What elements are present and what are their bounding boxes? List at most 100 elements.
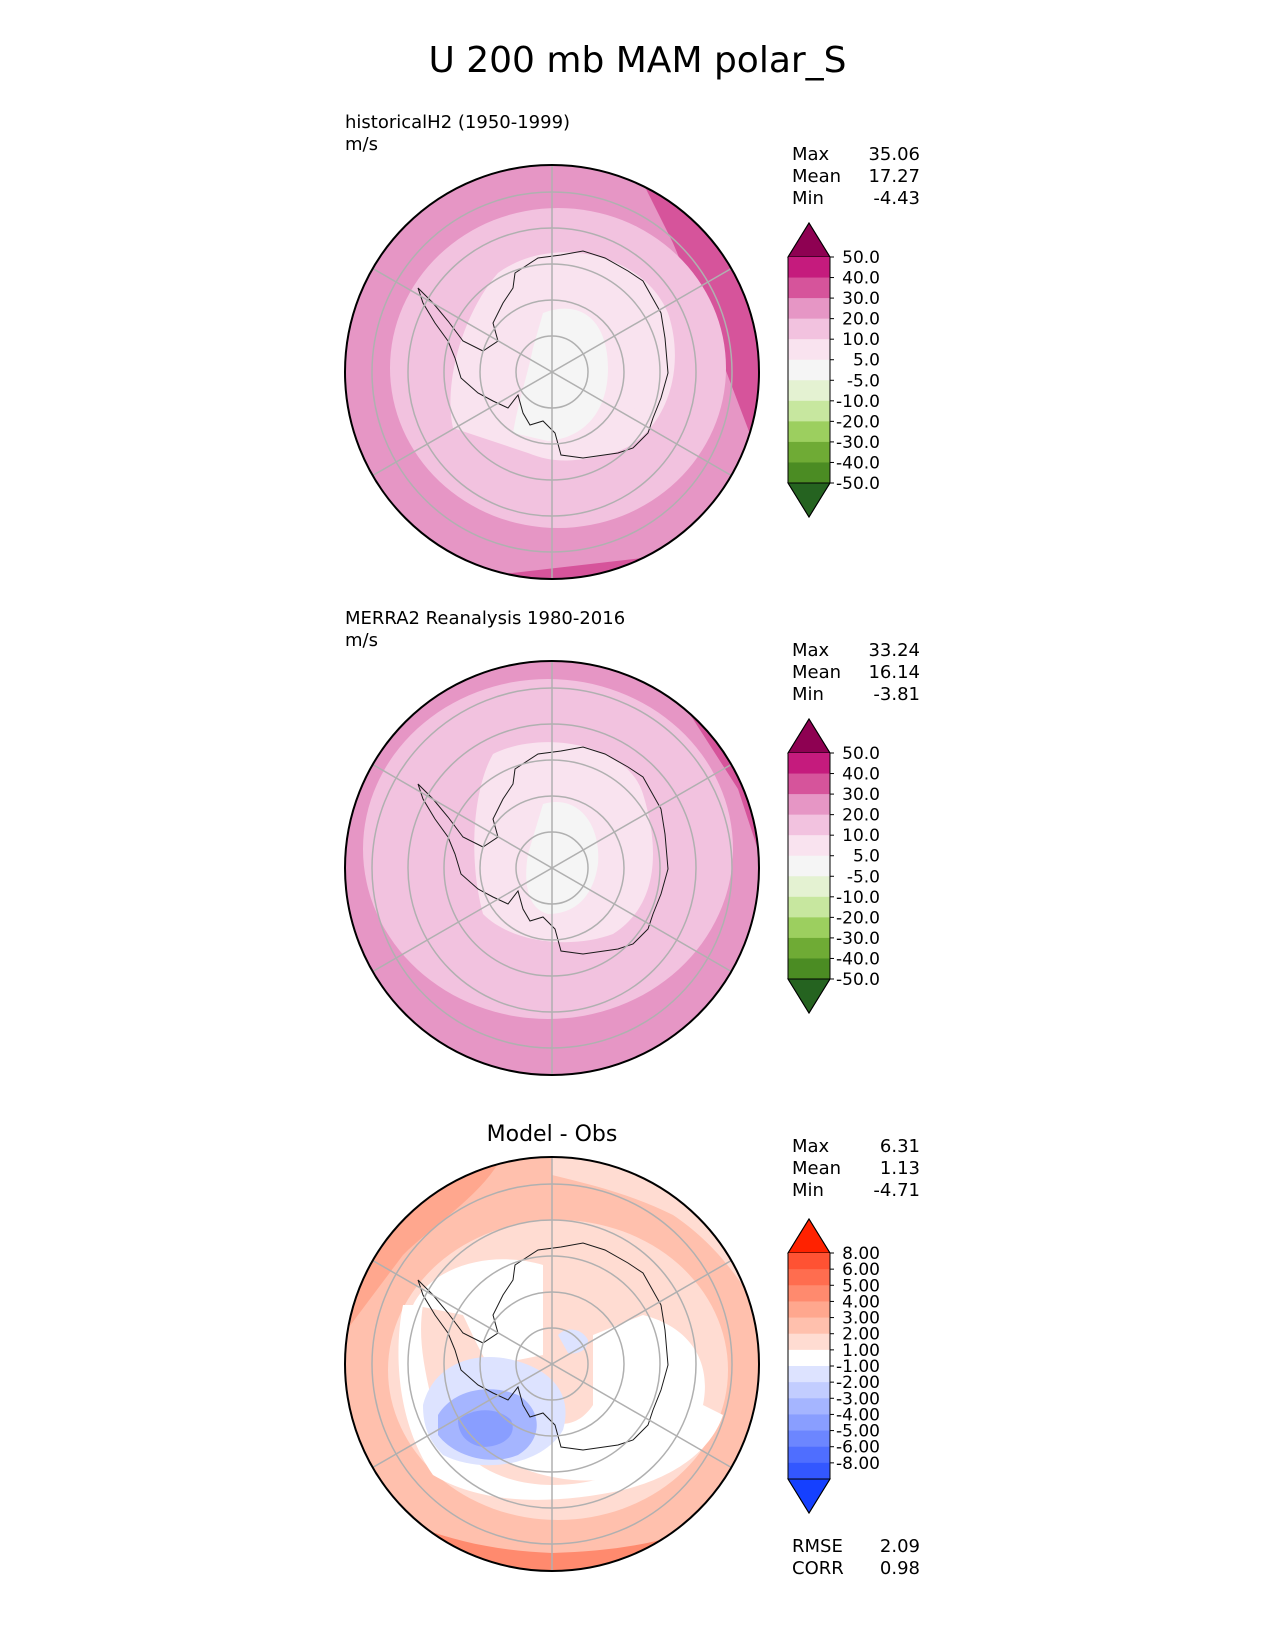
- colorbar-tick-label: 10.0: [842, 826, 880, 846]
- colorbar-tick-label: 6.00: [842, 1260, 880, 1280]
- panel-3-map: [344, 1156, 760, 1572]
- rmse-value: 2.09: [879, 1536, 920, 1557]
- colorbar-segment: [788, 896, 830, 918]
- panel-1-units: m/s: [345, 134, 378, 155]
- stat-mean-label: Mean: [792, 662, 842, 683]
- colorbar-segment: [788, 339, 830, 361]
- stat-mean-label: Mean: [792, 1158, 842, 1179]
- colorbar-segment: [788, 814, 830, 836]
- colorbar-extend-top: [787, 222, 831, 258]
- colorbar-segment: [788, 1430, 830, 1448]
- colorbar-tick-label: 30.0: [842, 289, 880, 309]
- colorbar-tick-label: 30.0: [842, 785, 880, 805]
- colorbar-tick-label: -10.0: [836, 392, 880, 412]
- corr-value: 0.98: [879, 1558, 920, 1579]
- panel-3-boundary: [344, 1156, 760, 1572]
- colorbar-segment: [788, 1333, 830, 1351]
- stat-max-value: 33.24: [868, 640, 920, 661]
- colorbar-tick-label: -40.0: [836, 453, 880, 473]
- panel-1-map: [344, 164, 760, 580]
- colorbar-tick-label: 20.0: [842, 310, 880, 330]
- colorbar-tick-label: 5.0: [853, 847, 880, 867]
- panel-2-map: [344, 660, 760, 1076]
- panel-3-metrics: RMSE 2.09 CORR 0.98: [792, 1536, 920, 1580]
- colorbar-segment: [788, 441, 830, 463]
- colorbar-segment: [788, 773, 830, 795]
- colorbar-tick-label: 1.00: [842, 1341, 880, 1361]
- colorbar-segment: [788, 462, 830, 484]
- stat-mean-label: Mean: [792, 166, 842, 187]
- panel-2-title: MERRA2 Reanalysis 1980-2016 m/s: [345, 608, 625, 652]
- colorbar-segment: [788, 1301, 830, 1319]
- colorbar-segment: [788, 917, 830, 939]
- panel-1-graticule: [371, 165, 733, 579]
- colorbar-tick-label: 50.0: [842, 248, 880, 268]
- stat-min-label: Min: [792, 188, 824, 209]
- colorbar-segment: [788, 421, 830, 443]
- panel-1-boundary: [344, 164, 760, 580]
- colorbar-segment: [788, 277, 830, 299]
- panel-2-stats: Max 33.24 Mean 16.14 Min -3.81: [792, 640, 920, 706]
- colorbar-segment: [788, 1398, 830, 1415]
- colorbar-tick-label: 20.0: [842, 806, 880, 826]
- colorbar-segment: [788, 1349, 830, 1367]
- panel-2-graticule: [371, 661, 733, 1075]
- colorbar-extend-bottom: [787, 482, 831, 518]
- stat-min-label: Min: [792, 684, 824, 705]
- panel-1-label: historicalH2 (1950-1999): [345, 112, 571, 133]
- colorbar-segment: [788, 1253, 830, 1270]
- colorbar-tick-label: -5.00: [836, 1422, 880, 1442]
- stat-max-value: 35.06: [868, 144, 920, 165]
- panel-3-graticule: [371, 1157, 733, 1571]
- colorbar-tick-label: 50.0: [842, 744, 880, 764]
- colorbar-extend-bottom: [787, 1478, 831, 1514]
- colorbar-segment: [788, 753, 830, 775]
- colorbar-tick-label: -30.0: [836, 929, 880, 949]
- colorbar-segment: [788, 1414, 830, 1432]
- colorbar-segment: [788, 1269, 830, 1286]
- colorbar-tick-label: 5.0: [853, 351, 880, 371]
- colorbar-tick-label: -6.00: [836, 1438, 880, 1458]
- colorbar-tick-label: 40.0: [842, 765, 880, 785]
- colorbar-segment: [788, 1446, 830, 1464]
- panel-2-label: MERRA2 Reanalysis 1980-2016: [345, 608, 626, 629]
- panel-2-units: m/s: [345, 630, 378, 651]
- colorbar-tick-label: 40.0: [842, 269, 880, 289]
- colorbar-segment: [788, 400, 830, 422]
- panel-3-colorbar: 8.006.005.004.003.002.001.00-1.00-2.00-3…: [787, 1218, 880, 1514]
- panel-2-boundary: [344, 660, 760, 1076]
- stat-mean-value: 17.27: [868, 166, 920, 187]
- stat-min-value: -4.71: [873, 1180, 920, 1201]
- colorbar-tick-label: 2.00: [842, 1325, 880, 1345]
- stat-max-label: Max: [792, 144, 830, 165]
- panel-1-colorbar: 50.040.030.020.010.05.0-5.0-10.0-20.0-30…: [787, 222, 880, 518]
- colorbar-tick-label: -5.0: [847, 371, 880, 391]
- colorbar-segment: [788, 1462, 830, 1480]
- colorbar-tick-label: -2.00: [836, 1373, 880, 1393]
- colorbar-extend-top: [787, 718, 831, 754]
- panel-3-stats: Max 6.31 Mean 1.13 Min -4.71: [792, 1136, 920, 1202]
- panel-1-title: historicalH2 (1950-1999) m/s: [345, 112, 570, 156]
- colorbar-segment: [788, 1382, 830, 1399]
- colorbar-segment: [788, 876, 830, 898]
- colorbar-tick-label: -30.0: [836, 433, 880, 453]
- colorbar-segment: [788, 794, 830, 816]
- colorbar-tick-label: -40.0: [836, 949, 880, 969]
- stat-max-value: 6.31: [879, 1136, 920, 1157]
- colorbar-segment: [788, 958, 830, 980]
- colorbar-segment: [788, 359, 830, 381]
- rmse-label: RMSE: [792, 1536, 843, 1557]
- stat-max-label: Max: [792, 1136, 830, 1157]
- panel-2-colorbar: 50.040.030.020.010.05.0-5.0-10.0-20.0-30…: [787, 718, 880, 1014]
- panel-1-stats: Max 35.06 Mean 17.27 Min -4.43: [792, 144, 920, 210]
- colorbar-segment: [788, 298, 830, 320]
- colorbar-tick-label: 5.00: [842, 1276, 880, 1296]
- colorbar-segment: [788, 835, 830, 857]
- colorbar-tick-label: -10.0: [836, 888, 880, 908]
- colorbar-extend-top: [787, 1218, 831, 1254]
- panel-2-field: [345, 661, 759, 1075]
- stat-min-value: -3.81: [873, 684, 920, 705]
- colorbar-segment: [788, 855, 830, 877]
- stat-mean-value: 16.14: [868, 662, 920, 683]
- colorbar-tick-label: -5.0: [847, 867, 880, 887]
